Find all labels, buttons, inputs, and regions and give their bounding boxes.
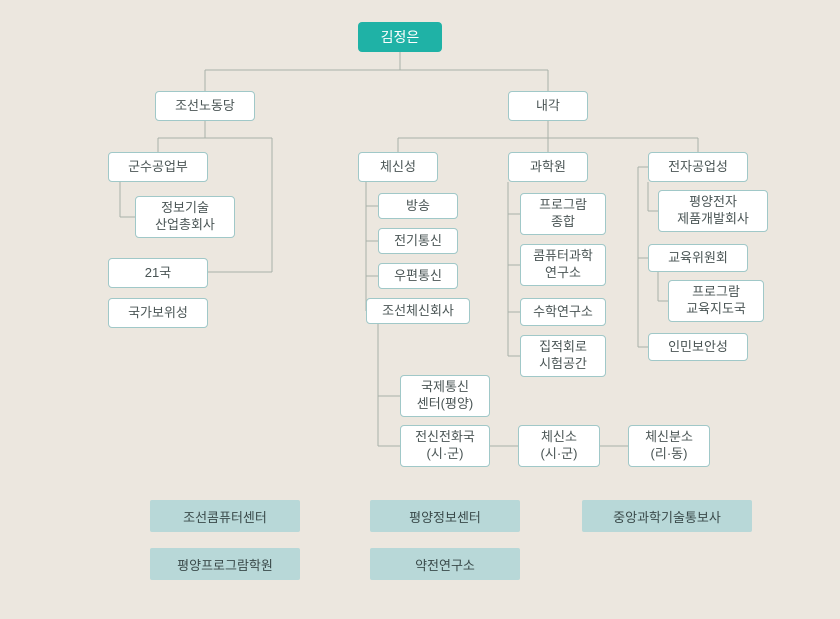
node-prog_edu: 프로그람교육지도국 <box>668 280 764 322</box>
node-edu_comm: 교육위원회 <box>648 244 748 272</box>
node-it_corp: 정보기술산업총회사 <box>135 196 235 238</box>
node-post_village: 체신분소(리·동) <box>628 425 710 467</box>
node-chosun_tel: 조선체신회사 <box>366 298 470 324</box>
node-mil_ind: 군수공업부 <box>108 152 208 182</box>
pill-cist: 중앙과학기술통보사 <box>582 500 752 532</box>
node-post_city: 체신소(시·군) <box>518 425 600 467</box>
node-prog_comp: 프로그람종합 <box>520 193 606 235</box>
node-tel_office: 전신전화국(시·군) <box>400 425 490 467</box>
node-aos: 과학원 <box>508 152 588 182</box>
node-postal: 우편통신 <box>378 263 458 289</box>
node-ic_lab: 집적회로시험공간 <box>520 335 606 377</box>
pill-weak_inst: 약전연구소 <box>370 548 520 580</box>
pill-psa: 평양프로그람학원 <box>150 548 300 580</box>
node-bureau21: 21국 <box>108 258 208 288</box>
node-math_inst: 수학연구소 <box>520 298 606 326</box>
node-elec_ind: 전자공업성 <box>648 152 748 182</box>
node-cabinet: 내각 <box>508 91 588 121</box>
node-wpk: 조선노동당 <box>155 91 255 121</box>
node-broadcast: 방송 <box>378 193 458 219</box>
pill-kcc: 조선콤퓨터센터 <box>150 500 300 532</box>
node-mpt: 체신성 <box>358 152 438 182</box>
pill-pic: 평양정보센터 <box>370 500 520 532</box>
node-pub_sec: 인민보안성 <box>648 333 748 361</box>
node-root: 김정은 <box>358 22 442 52</box>
node-telecom: 전기통신 <box>378 228 458 254</box>
node-state_sec: 국가보위성 <box>108 298 208 328</box>
node-cs_inst: 콤퓨터과학연구소 <box>520 244 606 286</box>
node-py_elec: 평양전자제품개발회사 <box>658 190 768 232</box>
node-intl_ctr: 국제통신센터(평양) <box>400 375 490 417</box>
